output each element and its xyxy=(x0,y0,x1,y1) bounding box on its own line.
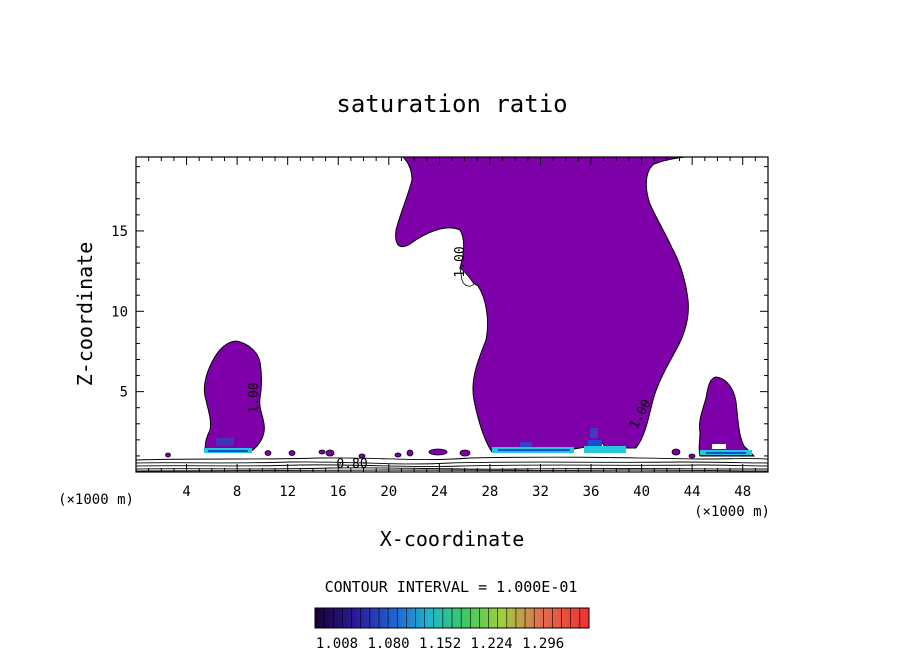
y-tick-label: 10 xyxy=(111,304,128,320)
x-axis-title: X-coordinate xyxy=(380,527,525,551)
colorbar-label: 1.008 xyxy=(316,636,358,652)
y-axis-title: Z-coordinate xyxy=(73,242,97,387)
colorbar-label: 1.080 xyxy=(367,636,409,652)
cloud-right xyxy=(698,376,756,457)
colorbar-label: 1.152 xyxy=(419,636,461,652)
x-tick-label: 36 xyxy=(583,484,600,500)
x-tick-label: 48 xyxy=(734,484,751,500)
surface-streaks xyxy=(204,428,752,455)
boundary-contours xyxy=(136,456,768,472)
x-tick-label: 40 xyxy=(633,484,650,500)
colorbar-ticks xyxy=(323,608,581,628)
x-tick-label: 24 xyxy=(431,484,448,500)
x-tick-label: 20 xyxy=(380,484,397,500)
x-tick-label: 16 xyxy=(330,484,347,500)
x-tick-label: 28 xyxy=(481,484,498,500)
colorbar-labels: 1.008 1.080 1.152 1.224 1.296 xyxy=(316,636,564,652)
colorbar-label: 1.224 xyxy=(471,636,513,652)
x-axis-ticks: 4 8 12 16 20 24 28 32 36 40 44 48 xyxy=(148,157,756,500)
colorbar-label: 1.296 xyxy=(522,636,564,652)
x-unit-label-left: (×1000 m) xyxy=(58,492,134,508)
x-tick-label: 44 xyxy=(684,484,701,500)
surface-cells xyxy=(165,448,696,459)
y-tick-label: 15 xyxy=(111,224,128,240)
y-tick-label: 5 xyxy=(120,385,128,401)
x-tick-label: 32 xyxy=(532,484,549,500)
chart-title: saturation ratio xyxy=(336,90,567,118)
x-unit-label-right: (×1000 m) xyxy=(694,504,770,520)
cloud-notch xyxy=(459,267,475,287)
cloud-main xyxy=(395,157,689,453)
x-tick-label: 12 xyxy=(279,484,296,500)
contour-label-surface: 0.80 xyxy=(336,457,367,472)
x-tick-label: 4 xyxy=(182,484,190,500)
plot-area xyxy=(136,157,768,472)
contour-label-main-upper: 1.00 xyxy=(453,246,468,277)
contour-label-left: 1.00 xyxy=(247,382,262,413)
y-axis-ticks: 5 10 15 xyxy=(111,166,768,457)
x-tick-label: 8 xyxy=(233,484,241,500)
contour-interval-text: CONTOUR INTERVAL = 1.000E-01 xyxy=(325,578,578,596)
